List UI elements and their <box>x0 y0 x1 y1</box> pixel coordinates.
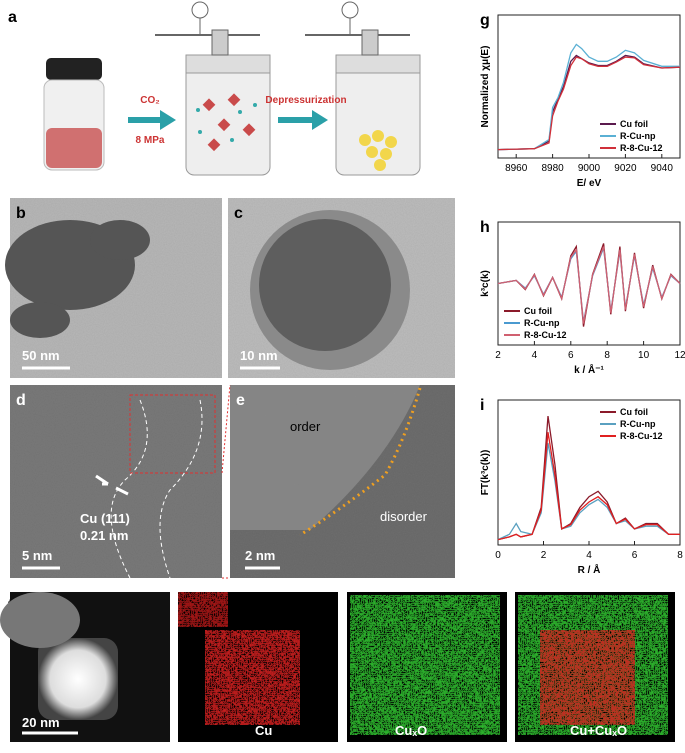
x-tick-label: 9040 <box>651 163 674 174</box>
legend-label: R-Cu-np <box>620 131 656 141</box>
y-axis-label: Normalized χμ(E) <box>480 46 491 128</box>
panel-a: a CO₂ 8 MPa Depressurization <box>8 1 421 176</box>
x-axis-label: E/ eV <box>577 178 602 189</box>
panel-label: d <box>16 392 26 409</box>
series-line <box>497 442 680 541</box>
panel-f: f 20 nm Cu CuₓO Cu+CuₓO <box>0 592 675 742</box>
panel-label: c <box>234 205 243 222</box>
label: Depressurization <box>265 95 346 106</box>
series-line <box>497 43 680 151</box>
series-line <box>497 246 681 324</box>
legend-label: Cu foil <box>620 407 648 417</box>
scale-label: 5 nm <box>22 548 52 563</box>
x-tick-label: 9000 <box>578 163 601 174</box>
x-tick-label: 4 <box>532 350 538 361</box>
panel-b: b 50 nm <box>5 198 222 378</box>
x-tick-label: 6 <box>632 550 638 561</box>
x-tick-label: 0 <box>495 550 501 561</box>
panel-label: b <box>16 205 26 222</box>
panel-d: d Cu (111) 0.21 nm 5 nm <box>10 385 222 579</box>
legend-label: Cu foil <box>620 119 648 129</box>
series-line <box>497 432 680 541</box>
x-tick-label: 2 <box>541 550 547 561</box>
label: Cu (111) <box>80 511 130 526</box>
panel-label: e <box>236 392 245 409</box>
panel-e: e order disorder 2 nm <box>221 384 455 579</box>
panel-label: h <box>480 219 490 236</box>
x-tick-label: 8980 <box>541 163 564 174</box>
x-tick-label: 8 <box>604 350 610 361</box>
legend-label: R-Cu-np <box>524 318 560 328</box>
x-tick-label: 12 <box>674 350 685 361</box>
series-line <box>497 56 681 151</box>
map-label: CuₓO <box>395 723 427 738</box>
panel-c: c 10 nm <box>228 198 455 378</box>
x-tick-label: 6 <box>568 350 574 361</box>
label: order <box>290 419 321 434</box>
label: 0.21 nm <box>80 528 128 543</box>
x-tick-label: 9020 <box>614 163 637 174</box>
legend-label: R-Cu-np <box>620 419 656 429</box>
panel-label: i <box>480 397 484 414</box>
x-axis-label: k / Å⁻¹ <box>574 363 604 376</box>
x-tick-label: 8960 <box>505 163 528 174</box>
panel-label: a <box>8 9 17 26</box>
label: CO₂ <box>140 95 159 106</box>
x-tick-label: 2 <box>495 350 501 361</box>
map-label: Cu+CuₓO <box>570 723 627 738</box>
label: 8 MPa <box>136 135 165 146</box>
x-tick-label: 4 <box>586 550 592 561</box>
legend-label: R-8-Cu-12 <box>620 143 663 153</box>
legend-label: R-8-Cu-12 <box>524 330 567 340</box>
x-axis-label: R / Å <box>578 563 601 576</box>
map-label: Cu <box>255 723 272 738</box>
legend-label: R-8-Cu-12 <box>620 431 663 441</box>
scale-label: 50 nm <box>22 348 60 363</box>
y-axis-label: FT(k³c(k)) <box>480 450 491 496</box>
legend-label: Cu foil <box>524 306 552 316</box>
scale-label: 20 nm <box>22 715 60 730</box>
x-tick-label: 8 <box>677 550 683 561</box>
y-axis-label: k³c(k) <box>480 270 491 297</box>
panel-label: g <box>480 12 490 29</box>
x-tick-label: 10 <box>638 350 650 361</box>
label: disorder <box>380 509 428 524</box>
scale-label: 2 nm <box>245 548 275 563</box>
scale-label: 10 nm <box>240 348 278 363</box>
